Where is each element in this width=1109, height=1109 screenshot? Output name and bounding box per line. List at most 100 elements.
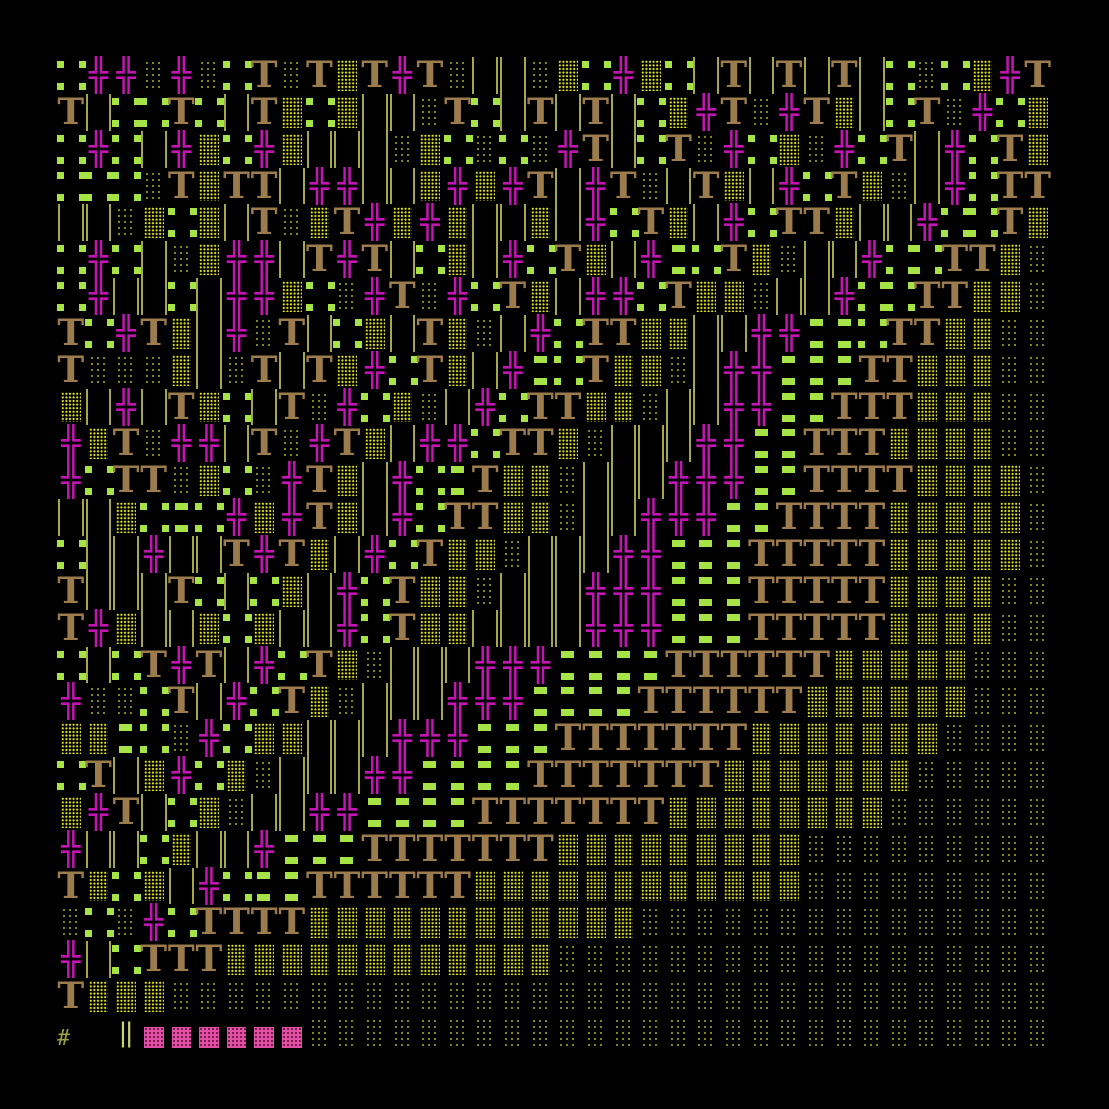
tile-tree: ╬ <box>226 682 247 721</box>
tile-sparse-ground <box>1024 868 1052 905</box>
tile-dense-shrub <box>775 757 803 794</box>
tile-sparse-ground <box>996 941 1024 978</box>
tile-wall: T <box>306 348 333 391</box>
tile-sparse-ground <box>969 647 997 684</box>
tile-tall-grass <box>195 830 223 868</box>
game-map: ╬ ╬ ╬ T T T ╬ T ╬ T T T ╬ T T T T T T T ╬ T ╬ T T ╬ ╬ ╬ ╬ ╬ T T ╬ ╬ T ╬ T T T T… <box>57 57 1052 1052</box>
tile-wall: T <box>941 275 969 318</box>
tile-dense-shrub <box>637 352 665 389</box>
tile-tall-grass <box>85 388 113 426</box>
tile-tree: ╬ <box>779 166 799 205</box>
tile-sparse-ground <box>637 904 665 941</box>
tile-tall-grass <box>306 130 334 168</box>
tile-wall: T <box>112 459 140 502</box>
tile-wall: T <box>223 164 250 207</box>
tile-tree: ╬ <box>226 313 247 352</box>
tile-sparse-ground <box>112 683 140 720</box>
tile-sparse-ground <box>692 904 720 941</box>
tile-sparse-ground <box>913 831 941 868</box>
tile-sparse-ground <box>996 647 1024 684</box>
tile-tall-grass <box>665 425 693 463</box>
tile-wall: T <box>692 717 720 760</box>
tile-grass-bars <box>306 831 334 868</box>
tile-tree: ╬ <box>392 498 412 537</box>
tile-tall-grass <box>85 535 113 573</box>
tile-dense-shrub <box>692 831 720 868</box>
tile-wall: T <box>692 754 720 797</box>
tile-grass-bars <box>554 683 582 720</box>
tile-sparse-ground <box>913 904 941 941</box>
tile-sparse-ground <box>775 241 803 278</box>
tile-wall: T <box>554 790 582 833</box>
tile-dense-shrub <box>168 352 196 389</box>
tile-dense-shrub <box>582 389 610 426</box>
tile-sparse-ground <box>471 978 499 1015</box>
tile-wall: T <box>830 496 858 539</box>
tile-tree: ╬ <box>254 534 274 573</box>
tile-dense-shrub <box>941 573 969 610</box>
tile-sparse-ground <box>333 978 361 1015</box>
tile-wall: T <box>692 680 720 723</box>
tile-wall: T <box>775 569 803 612</box>
tile-tall-grass <box>858 57 886 94</box>
tile-sparse-ground <box>803 904 831 941</box>
tile-sparse-ground <box>527 1015 555 1052</box>
tile-tree: ╬ <box>337 387 357 426</box>
tile-wall: T <box>637 754 665 797</box>
tile-tall-grass <box>195 278 223 315</box>
tile-tree: ╬ <box>199 719 219 758</box>
tile-grass <box>57 536 85 573</box>
tile-sparse-ground <box>333 683 361 720</box>
tile-dense-shrub <box>941 683 969 720</box>
tile-wall: T <box>250 901 278 944</box>
tile-grass <box>57 241 85 278</box>
tile-tall-grass <box>471 204 499 242</box>
tile-dense-shrub <box>748 757 776 794</box>
tile-grass-bars <box>775 425 803 462</box>
tile-tree: ╬ <box>88 129 109 168</box>
tile-wall: T <box>886 348 913 391</box>
tile-dense-shrub <box>913 462 941 499</box>
tile-tree: ╬ <box>668 461 689 500</box>
tile-dense-shrub <box>416 573 444 610</box>
tile-tall-grass <box>610 130 638 168</box>
tile-tall-grass <box>389 314 417 352</box>
tile-wall: T <box>444 827 471 870</box>
tile-dense-shrub <box>720 794 748 831</box>
tile-tree: ╬ <box>392 719 412 758</box>
tile-grass <box>416 241 444 278</box>
tile-dense-shrub <box>665 831 693 868</box>
tile-wall: T <box>996 164 1024 207</box>
tile-dense-shrub <box>858 168 886 205</box>
tile-wall: T <box>554 754 582 797</box>
tile-sparse-ground <box>996 831 1024 868</box>
tile-grass <box>112 131 140 168</box>
tile-dense-shrub <box>969 315 997 352</box>
tile-dense-shrub <box>527 904 555 941</box>
tile-dense-shrub <box>858 757 886 794</box>
tile-tree: ╬ <box>613 56 633 94</box>
tile-grass <box>84 904 113 941</box>
tile-dense-shrub <box>941 610 969 647</box>
tile-wall: T <box>416 348 444 391</box>
tile-sparse-ground <box>941 831 969 868</box>
tile-sparse-ground <box>168 720 196 757</box>
tile-grass <box>222 868 251 905</box>
tile-dense-shrub <box>941 499 969 536</box>
tile-dense-shrub <box>582 831 610 868</box>
tile-grass-bars <box>527 352 555 389</box>
tile-sparse-ground <box>748 941 776 978</box>
tile-sparse-ground <box>941 904 969 941</box>
tile-dense-shrub <box>665 868 693 905</box>
tile-grass <box>858 131 886 168</box>
tile-wall: T <box>665 717 692 760</box>
tile-dense-shrub <box>996 536 1024 573</box>
tile-sparse-ground <box>858 978 886 1015</box>
tile-sparse-ground <box>1024 499 1052 536</box>
tile-wall: T <box>416 311 444 354</box>
tile-sparse-ground <box>471 1015 499 1052</box>
tile-pink-block <box>250 1015 278 1052</box>
tile-sparse-ground <box>831 868 859 905</box>
tile-sparse-ground <box>250 462 278 499</box>
tile-wall: T <box>609 164 637 207</box>
